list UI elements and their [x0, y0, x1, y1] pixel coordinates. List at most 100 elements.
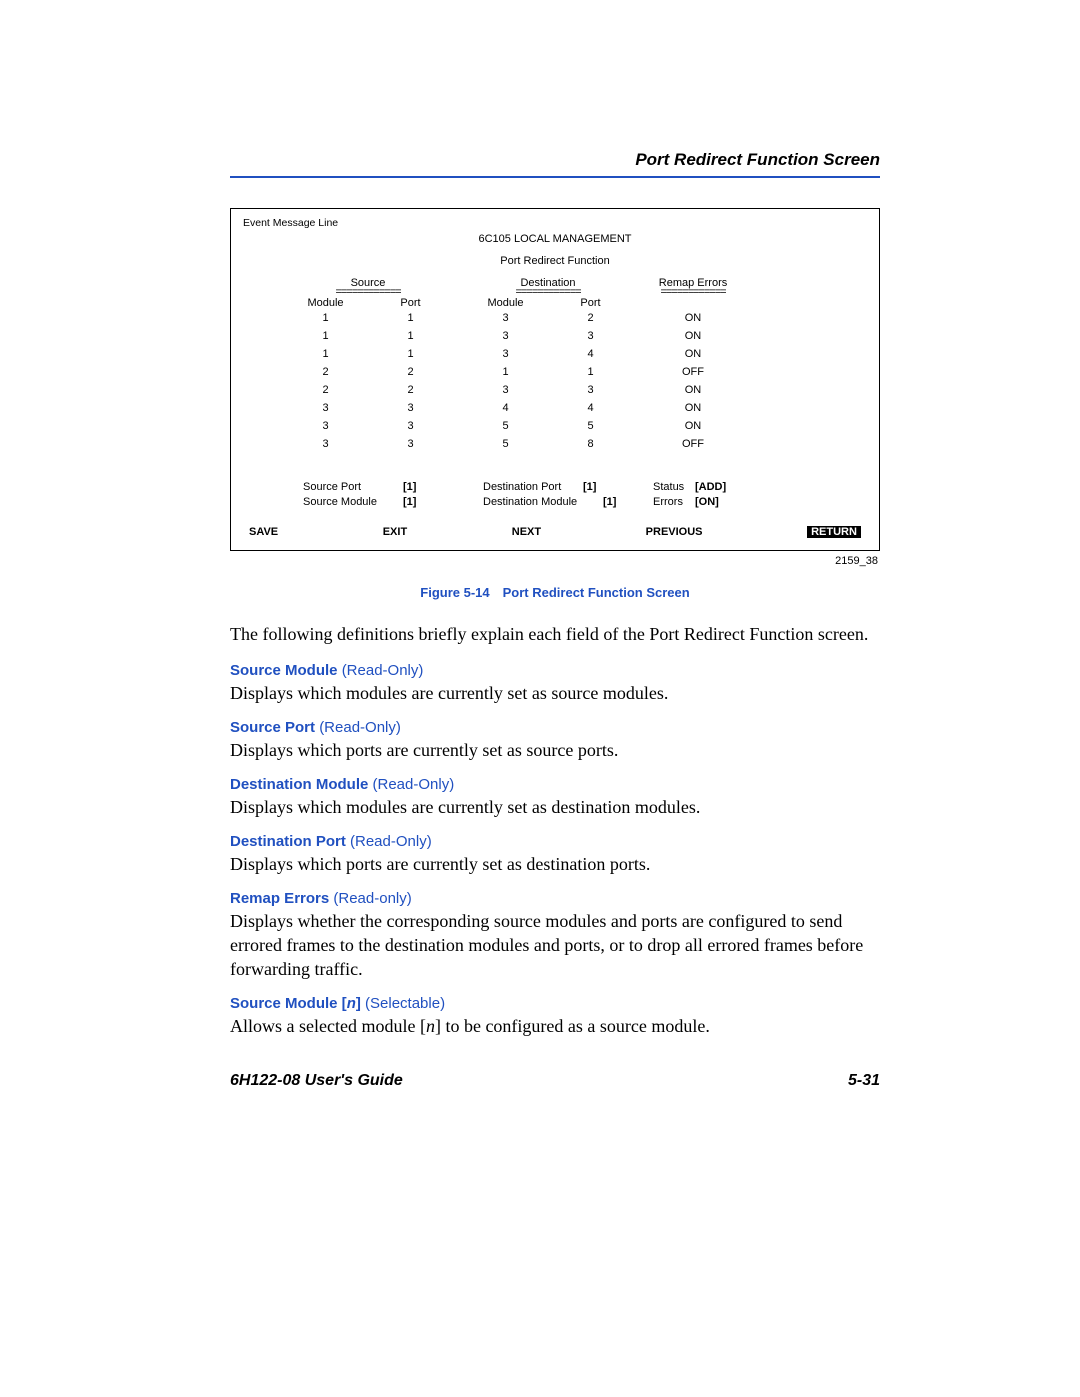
definition-block: Destination Module (Read-Only) Displays w… — [230, 776, 880, 819]
cell-source-module: 1 — [283, 309, 368, 327]
cell-source-module: 1 — [283, 345, 368, 363]
definition-title: Source Module (Read-Only) — [230, 662, 880, 679]
cell-dest-module: 5 — [463, 417, 548, 435]
intro-paragraph: The following definitions briefly explai… — [230, 622, 880, 646]
cell-dest-port: 1 — [548, 363, 633, 381]
system-title: 6C105 LOCAL MANAGEMENT — [243, 233, 867, 245]
cell-source-module: 2 — [283, 381, 368, 399]
cell-dest-module: 5 — [463, 435, 548, 453]
cell-dest-port: 5 — [548, 417, 633, 435]
cell-source-port: 3 — [368, 435, 453, 453]
cell-dest-module: 3 — [463, 381, 548, 399]
column-group-headers: Source ============ Destination ========… — [243, 277, 867, 295]
cell-source-port: 1 — [368, 309, 453, 327]
event-message-line: Event Message Line — [243, 217, 867, 229]
definition-title: Source Port (Read-Only) — [230, 719, 880, 736]
definition-body: Displays which ports are currently set a… — [230, 738, 880, 762]
errors-label: Errors — [653, 496, 695, 508]
definition-body: Displays which ports are currently set a… — [230, 852, 880, 876]
dest-port-label: Destination Port — [483, 481, 583, 493]
table-row: 1134ON — [243, 345, 867, 363]
cell-remap-errors: ON — [633, 381, 753, 399]
source-port-label: Source Port — [303, 481, 403, 493]
cell-source-module: 3 — [283, 435, 368, 453]
cell-dest-port: 3 — [548, 327, 633, 345]
cell-dest-port: 4 — [548, 345, 633, 363]
cell-remap-errors: ON — [633, 309, 753, 327]
footer-guide-name: 6H122-08 User's Guide — [230, 1072, 403, 1090]
cell-source-port: 1 — [368, 345, 453, 363]
cell-source-port: 2 — [368, 381, 453, 399]
sub-headers: Module Port Module Port — [243, 297, 867, 309]
table-row: 3358OFF — [243, 435, 867, 453]
definition-title: Destination Module (Read-Only) — [230, 776, 880, 793]
exit-button[interactable]: EXIT — [383, 526, 407, 538]
dest-module-value[interactable]: [1] — [603, 496, 623, 508]
definition-body: Displays which modules are currently set… — [230, 795, 880, 819]
table-row: 1132ON — [243, 309, 867, 327]
page-header-title: Port Redirect Function Screen — [230, 150, 880, 170]
figure-caption: Figure 5-14 Port Redirect Function Scree… — [230, 585, 880, 600]
table-row: 3355ON — [243, 417, 867, 435]
page-footer: 6H122-08 User's Guide 5-31 — [230, 1072, 880, 1090]
col-module: Module — [463, 297, 548, 309]
source-module-value[interactable]: [1] — [403, 496, 443, 508]
cell-source-module: 3 — [283, 399, 368, 417]
col-underline: ============ — [463, 289, 633, 295]
source-module-label: Source Module — [303, 496, 403, 508]
definition-block: Source Module (Read-Only) Displays which … — [230, 662, 880, 705]
table-row: 2211OFF — [243, 363, 867, 381]
cell-dest-module: 1 — [463, 363, 548, 381]
cell-remap-errors: ON — [633, 327, 753, 345]
definition-body: Displays whether the corresponding sourc… — [230, 909, 880, 981]
figure-ref: 2159_38 — [230, 555, 880, 567]
cell-dest-module: 3 — [463, 309, 548, 327]
cell-dest-port: 3 — [548, 381, 633, 399]
previous-button[interactable]: PREVIOUS — [646, 526, 703, 538]
cell-source-port: 3 — [368, 399, 453, 417]
data-rows: 1132ON1133ON1134ON2211OFF2233ON3344ON335… — [243, 309, 867, 453]
dest-module-label: Destination Module — [483, 496, 603, 508]
cell-remap-errors: OFF — [633, 435, 753, 453]
definition-title: Source Module [n] (Selectable) — [230, 995, 880, 1012]
source-port-value[interactable]: [1] — [403, 481, 443, 493]
cell-remap-errors: ON — [633, 399, 753, 417]
definition-block: Remap Errors (Read-only) Displays whether… — [230, 890, 880, 981]
dest-port-value[interactable]: [1] — [583, 481, 623, 493]
definition-block: Destination Port (Read-Only)Displays whi… — [230, 833, 880, 876]
cell-remap-errors: ON — [633, 345, 753, 363]
col-port: Port — [548, 297, 633, 309]
status-value[interactable]: [ADD] — [695, 481, 726, 493]
cell-dest-module: 3 — [463, 327, 548, 345]
cell-source-port: 3 — [368, 417, 453, 435]
status-label: Status — [653, 481, 695, 493]
footer-page-number: 5-31 — [848, 1072, 880, 1090]
cell-source-port: 1 — [368, 327, 453, 345]
cell-dest-module: 4 — [463, 399, 548, 417]
return-button[interactable]: RETURN — [807, 526, 861, 538]
errors-value[interactable]: [ON] — [695, 496, 719, 508]
cell-remap-errors: OFF — [633, 363, 753, 381]
save-button[interactable]: SAVE — [249, 526, 278, 538]
definition-block: Source Module [n] (Selectable) Allows a … — [230, 995, 880, 1038]
col-underline: ============ — [633, 289, 753, 295]
next-button[interactable]: NEXT — [512, 526, 541, 538]
table-row: 3344ON — [243, 399, 867, 417]
definition-title: Remap Errors (Read-only) — [230, 890, 880, 907]
cell-dest-port: 4 — [548, 399, 633, 417]
cell-dest-port: 2 — [548, 309, 633, 327]
controls-area: Source Port [1] Destination Port [1] Sta… — [243, 481, 867, 508]
col-port: Port — [368, 297, 453, 309]
col-module: Module — [283, 297, 368, 309]
col-underline: ============ — [283, 289, 453, 295]
screen-title: Port Redirect Function — [243, 255, 867, 267]
cell-dest-module: 3 — [463, 345, 548, 363]
bottom-button-bar: SAVE EXIT NEXT PREVIOUS RETURN — [243, 526, 867, 538]
cell-source-module: 1 — [283, 327, 368, 345]
definition-body: Allows a selected module [n] to be confi… — [230, 1014, 880, 1038]
definition-body: Displays which modules are currently set… — [230, 681, 880, 705]
terminal-screenshot: Event Message Line 6C105 LOCAL MANAGEMEN… — [230, 208, 880, 551]
cell-dest-port: 8 — [548, 435, 633, 453]
cell-source-port: 2 — [368, 363, 453, 381]
table-row: 2233ON — [243, 381, 867, 399]
